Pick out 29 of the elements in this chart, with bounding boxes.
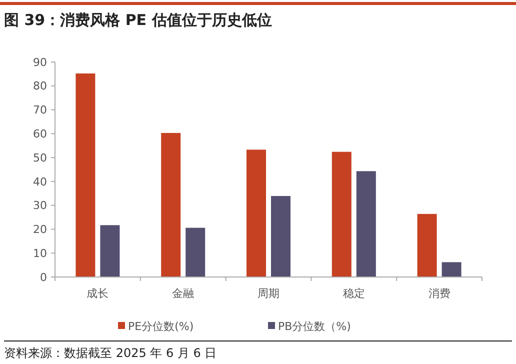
x-tick-label: 金融: [172, 287, 194, 300]
bar: [161, 132, 181, 277]
bar: [417, 214, 437, 277]
y-tick-label: 30: [33, 199, 47, 212]
legend-label: PE分位数(%): [128, 320, 194, 333]
bar: [356, 171, 376, 277]
y-tick-label: 70: [33, 104, 47, 117]
y-tick-label: 0: [40, 270, 47, 284]
bar: [442, 262, 462, 277]
bar: [332, 152, 352, 277]
legend-label: PB分位数（%): [278, 320, 351, 333]
bar: [186, 228, 206, 277]
y-tick-label: 10: [33, 246, 47, 260]
y-tick-label: 40: [33, 175, 47, 188]
bar: [246, 150, 266, 277]
x-tick-label: 成长: [86, 287, 109, 300]
x-tick-label: 消费: [428, 287, 450, 300]
bar: [271, 196, 290, 277]
text: 资料来源：数据截至 2025 年 6 月 6 日: [4, 346, 217, 360]
y-tick-label: 50: [33, 151, 47, 164]
y-tick-label: 80: [33, 80, 47, 93]
x-tick-label: 稳定: [342, 287, 365, 300]
y-tick-label: 20: [33, 223, 47, 236]
x-tick-label: 周期: [258, 287, 280, 300]
y-tick-label: 60: [33, 128, 47, 141]
bar: [100, 225, 120, 277]
chart-title: 图 39：消费风格 PE 估值位于历史低位: [4, 11, 272, 29]
y-tick-label: 90: [33, 56, 47, 69]
bar: [76, 73, 96, 277]
